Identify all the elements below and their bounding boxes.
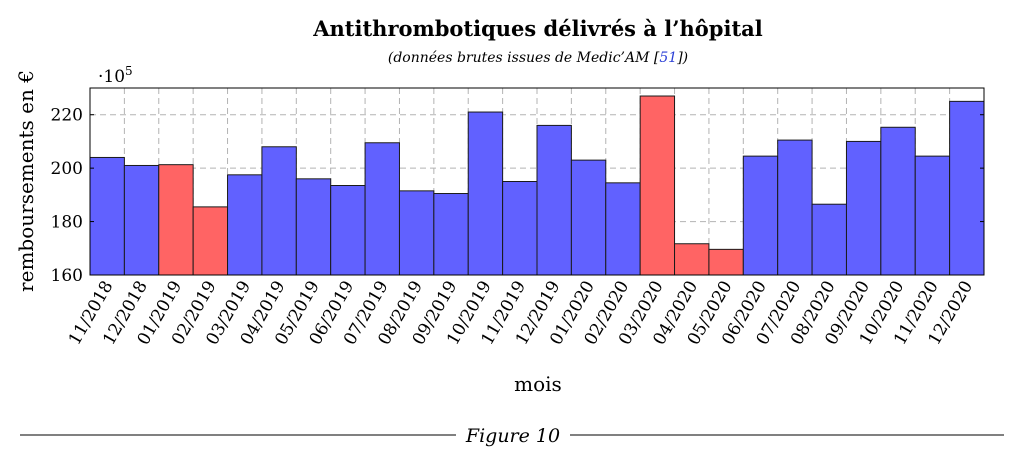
bars: [89, 95, 985, 276]
bar-01-2019: [158, 164, 194, 276]
x-ticks: 11/201812/201801/201902/201903/201904/20…: [65, 278, 977, 349]
bar-04-2020: [674, 243, 710, 276]
bar-10-2019: [467, 111, 504, 276]
y-axis-label: remboursements en €: [14, 70, 38, 292]
bar-04-2019: [261, 146, 297, 276]
bar-12-2018: [123, 164, 160, 276]
chart-title: Antithrombotiques délivrés à l’hôpital: [312, 16, 763, 41]
y-tick-label: 160: [51, 266, 83, 286]
bar-02-2019: [192, 206, 229, 276]
bar-07-2020: [777, 139, 813, 276]
bar-12-2019: [536, 124, 572, 276]
y-ticks: 160 180 200 220: [51, 106, 984, 286]
y-multiplier: ·105: [98, 64, 133, 87]
bar-12-2020: [949, 100, 985, 276]
subtitle-citation[interactable]: 51: [659, 50, 677, 66]
chart-subtitle: (données brutes issues de Medic’AM [51]): [388, 50, 688, 66]
y-tick-label: 200: [51, 159, 83, 179]
bar-11-2018: [89, 156, 125, 276]
bar-03-2019: [227, 174, 263, 276]
bar-05-2020: [708, 248, 744, 276]
y-multiplier-exp: 5: [125, 64, 133, 78]
bar-11-2019: [502, 181, 538, 276]
bar-09-2020: [845, 140, 882, 276]
x-axis-label: mois: [514, 372, 562, 396]
subtitle-text: (données brutes issues de Medic’AM [: [388, 50, 660, 66]
bar-03-2020: [639, 95, 676, 276]
bar-11-2020: [914, 155, 951, 276]
y-multiplier-base: ·10: [98, 67, 125, 87]
subtitle-end: ]): [676, 50, 688, 66]
bar-09-2019: [433, 193, 469, 276]
bar-01-2020: [570, 159, 607, 276]
figure-caption: Figure 10: [465, 425, 560, 447]
y-tick-label: 180: [51, 213, 83, 233]
bar-05-2019: [295, 178, 332, 276]
y-tick-label: 220: [51, 106, 83, 126]
bar-07-2019: [364, 142, 400, 276]
plot-frame: [89, 87, 985, 276]
bar-10-2020: [880, 126, 916, 276]
bar-02-2020: [605, 182, 641, 276]
bar-08-2019: [398, 190, 435, 276]
bar-08-2020: [811, 203, 847, 276]
bar-06-2019: [330, 185, 366, 276]
bar-06-2020: [742, 155, 779, 276]
